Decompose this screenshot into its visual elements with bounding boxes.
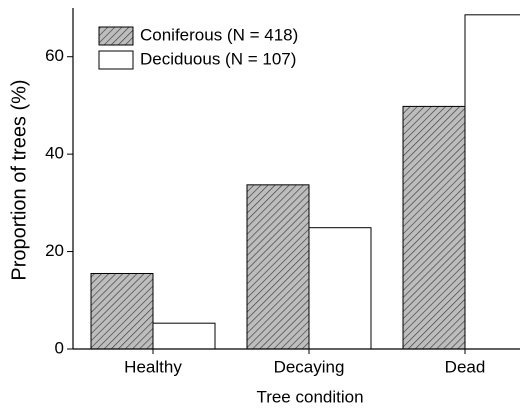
y-tick-label: 40 (45, 144, 64, 163)
legend-swatch (98, 26, 134, 46)
x-tick-label: Healthy (124, 357, 182, 376)
legend-label: Coniferous (N = 418) (140, 25, 298, 44)
bar (152, 322, 216, 350)
y-tick-label: 60 (45, 46, 64, 65)
bar (464, 14, 520, 350)
legend-swatch (98, 50, 134, 70)
bar (402, 105, 466, 350)
x-axis-label: Tree condition (256, 387, 363, 406)
y-axis-label: Proportion of trees (%) (8, 79, 30, 280)
bar (246, 184, 310, 350)
x-tick-label: Dead (445, 357, 486, 376)
bar (308, 227, 372, 350)
bar (90, 272, 154, 350)
legend-label: Deciduous (N = 107) (140, 49, 296, 68)
x-tick-label: Decaying (274, 357, 345, 376)
y-tick-label: 20 (45, 241, 64, 260)
y-tick-label: 0 (55, 338, 64, 357)
